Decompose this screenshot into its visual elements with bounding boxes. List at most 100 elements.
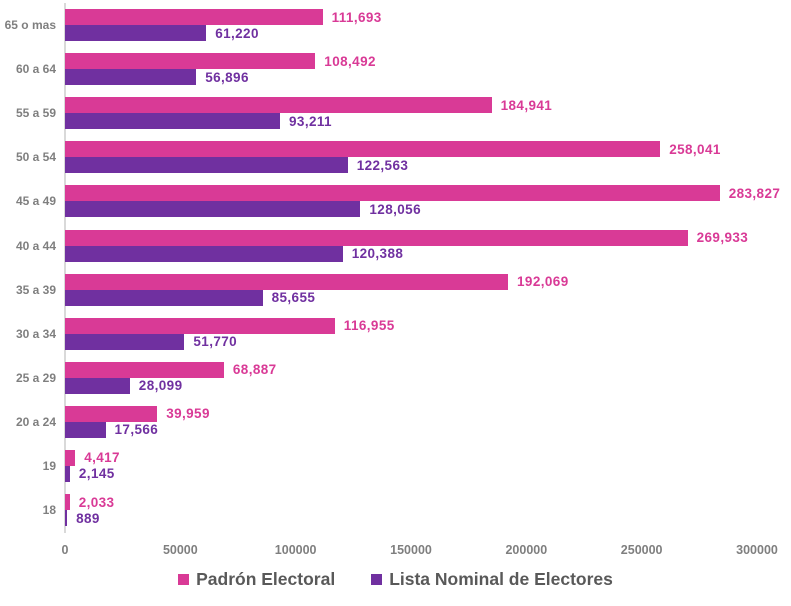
lista-value-label: 93,211	[289, 113, 332, 129]
category-label: 19	[42, 458, 56, 473]
legend-item-lista: Lista Nominal de Electores	[371, 569, 613, 590]
lista-value-label: 61,220	[215, 25, 259, 41]
bar-group: 269,933 120,388	[65, 229, 757, 262]
lista-bar-line: 2,145	[65, 465, 757, 482]
padron-value-label: 108,492	[324, 53, 376, 69]
padron-bar-line: 108,492	[65, 53, 757, 70]
lista-value-label: 85,655	[271, 290, 316, 306]
chart-row: 60 a 64 108,492 56,896	[0, 47, 757, 91]
padron-bar-line: 68,887	[65, 361, 757, 378]
category-label: 40 a 44	[15, 238, 56, 253]
x-axis-tick-label: 200000	[505, 543, 548, 557]
chart-row: 65 o mas 111,693 61,220	[0, 3, 757, 47]
lista-bar-line: 61,220	[65, 25, 757, 42]
category-label: 25 a 29	[15, 370, 56, 385]
legend-label-padron: Padrón Electoral	[196, 569, 336, 589]
x-axis-tick-label: 100000	[274, 543, 317, 557]
padron-value-label: 39,959	[166, 406, 210, 422]
padron-bar-line: 2,033	[65, 494, 757, 511]
lista-bar-line: 120,388	[65, 245, 757, 262]
x-axis-tick-label: 0	[61, 543, 69, 557]
lista-bar	[65, 113, 280, 130]
lista-bar-line: 128,056	[65, 201, 757, 218]
lista-bar	[65, 510, 68, 527]
padron-bar-line: 4,417	[65, 449, 757, 466]
lista-bar	[65, 201, 361, 218]
chart-row: 30 a 34 116,955 51,770	[0, 312, 757, 356]
lista-bar	[65, 333, 185, 350]
chart-row: 55 a 59 184,941 93,211	[0, 91, 757, 135]
x-axis-tick-label: 300000	[736, 543, 778, 557]
chart-row: 50 a 54 258,041 122,563	[0, 135, 757, 179]
padron-bar	[65, 449, 76, 466]
lista-value-label: 56,896	[205, 69, 249, 85]
chart-row: 35 a 39 192,069 85,655	[0, 268, 757, 312]
lista-bar-line: 93,211	[65, 113, 757, 130]
category-label: 20 a 24	[15, 414, 56, 429]
padron-value-label: 283,827	[728, 185, 781, 201]
padron-value-label: 116,955	[343, 318, 395, 334]
lista-value-label: 51,770	[193, 334, 238, 350]
legend-item-padron: Padrón Electoral	[178, 569, 335, 590]
lista-bar	[65, 289, 263, 306]
chart-row: 25 a 29 68,887 28,099	[0, 356, 757, 400]
padron-legend-swatch-icon	[178, 574, 190, 585]
chart-row: 20 a 24 39,959 17,566	[0, 400, 757, 444]
lista-bar	[65, 157, 348, 174]
x-axis-tick-label: 150000	[390, 543, 432, 557]
lista-value-label: 28,099	[138, 378, 183, 394]
lista-bar	[65, 377, 130, 394]
category-label: 30 a 34	[15, 326, 56, 341]
bar-group: 116,955 51,770	[65, 317, 757, 350]
chart-row: 45 a 49 283,827 128,056	[0, 179, 780, 223]
bar-group: 108,492 56,896	[65, 53, 757, 86]
lista-bar	[65, 25, 207, 42]
padron-value-label: 192,069	[517, 274, 569, 290]
bar-group: 192,069 85,655	[65, 273, 757, 306]
category-label: 35 a 39	[15, 282, 56, 297]
padron-value-label: 68,887	[232, 362, 277, 378]
padron-value-label: 4,417	[84, 450, 120, 466]
padron-bar	[65, 405, 158, 422]
lista-legend-swatch-icon	[371, 574, 383, 585]
lista-bar	[65, 245, 343, 262]
bar-group: 184,941 93,211	[65, 97, 757, 130]
category-label: 55 a 59	[15, 106, 56, 121]
category-label: 50 a 54	[15, 150, 56, 165]
x-axis: 0 50000 100000 150000 200000 250000 300000	[61, 543, 778, 559]
padron-value-label: 184,941	[500, 97, 553, 113]
x-axis-tick-label: 250000	[620, 543, 663, 557]
padron-bar-line: 192,069	[65, 273, 757, 290]
padron-bar	[65, 229, 688, 246]
category-label: 60 a 64	[15, 62, 56, 77]
chart-row: 18 2,033 889	[0, 488, 757, 532]
padron-bar	[65, 97, 492, 114]
lista-value-label: 2,145	[78, 466, 115, 482]
padron-bar-line: 111,693	[65, 9, 757, 26]
padron-bar-line: 269,933	[65, 229, 757, 246]
padron-bar-line: 258,041	[65, 141, 757, 158]
bar-group: 258,041 122,563	[65, 141, 757, 174]
padron-bar	[65, 185, 720, 202]
lista-bar	[65, 421, 106, 438]
lista-bar	[65, 465, 70, 482]
bar-group: 4,417 2,145	[65, 449, 757, 482]
padron-bar	[65, 53, 316, 70]
category-label: 65 o mas	[4, 18, 56, 33]
padron-bar	[65, 361, 224, 378]
padron-bar	[65, 273, 508, 290]
lista-value-label: 128,056	[369, 201, 421, 217]
bar-group: 111,693 61,220	[65, 9, 757, 42]
padron-bar-line: 116,955	[65, 317, 757, 334]
lista-bar-line: 889	[65, 510, 757, 527]
padron-bar	[65, 494, 70, 511]
bar-group: 2,033 889	[65, 494, 757, 527]
y-axis-line	[64, 3, 66, 533]
lista-bar-line: 17,566	[65, 421, 757, 438]
lista-value-label: 120,388	[351, 246, 404, 262]
padron-bar-line: 184,941	[65, 97, 757, 114]
lista-value-label: 17,566	[114, 422, 159, 438]
legend-label-lista: Lista Nominal de Electores	[389, 569, 613, 589]
lista-value-label: 889	[76, 510, 100, 526]
